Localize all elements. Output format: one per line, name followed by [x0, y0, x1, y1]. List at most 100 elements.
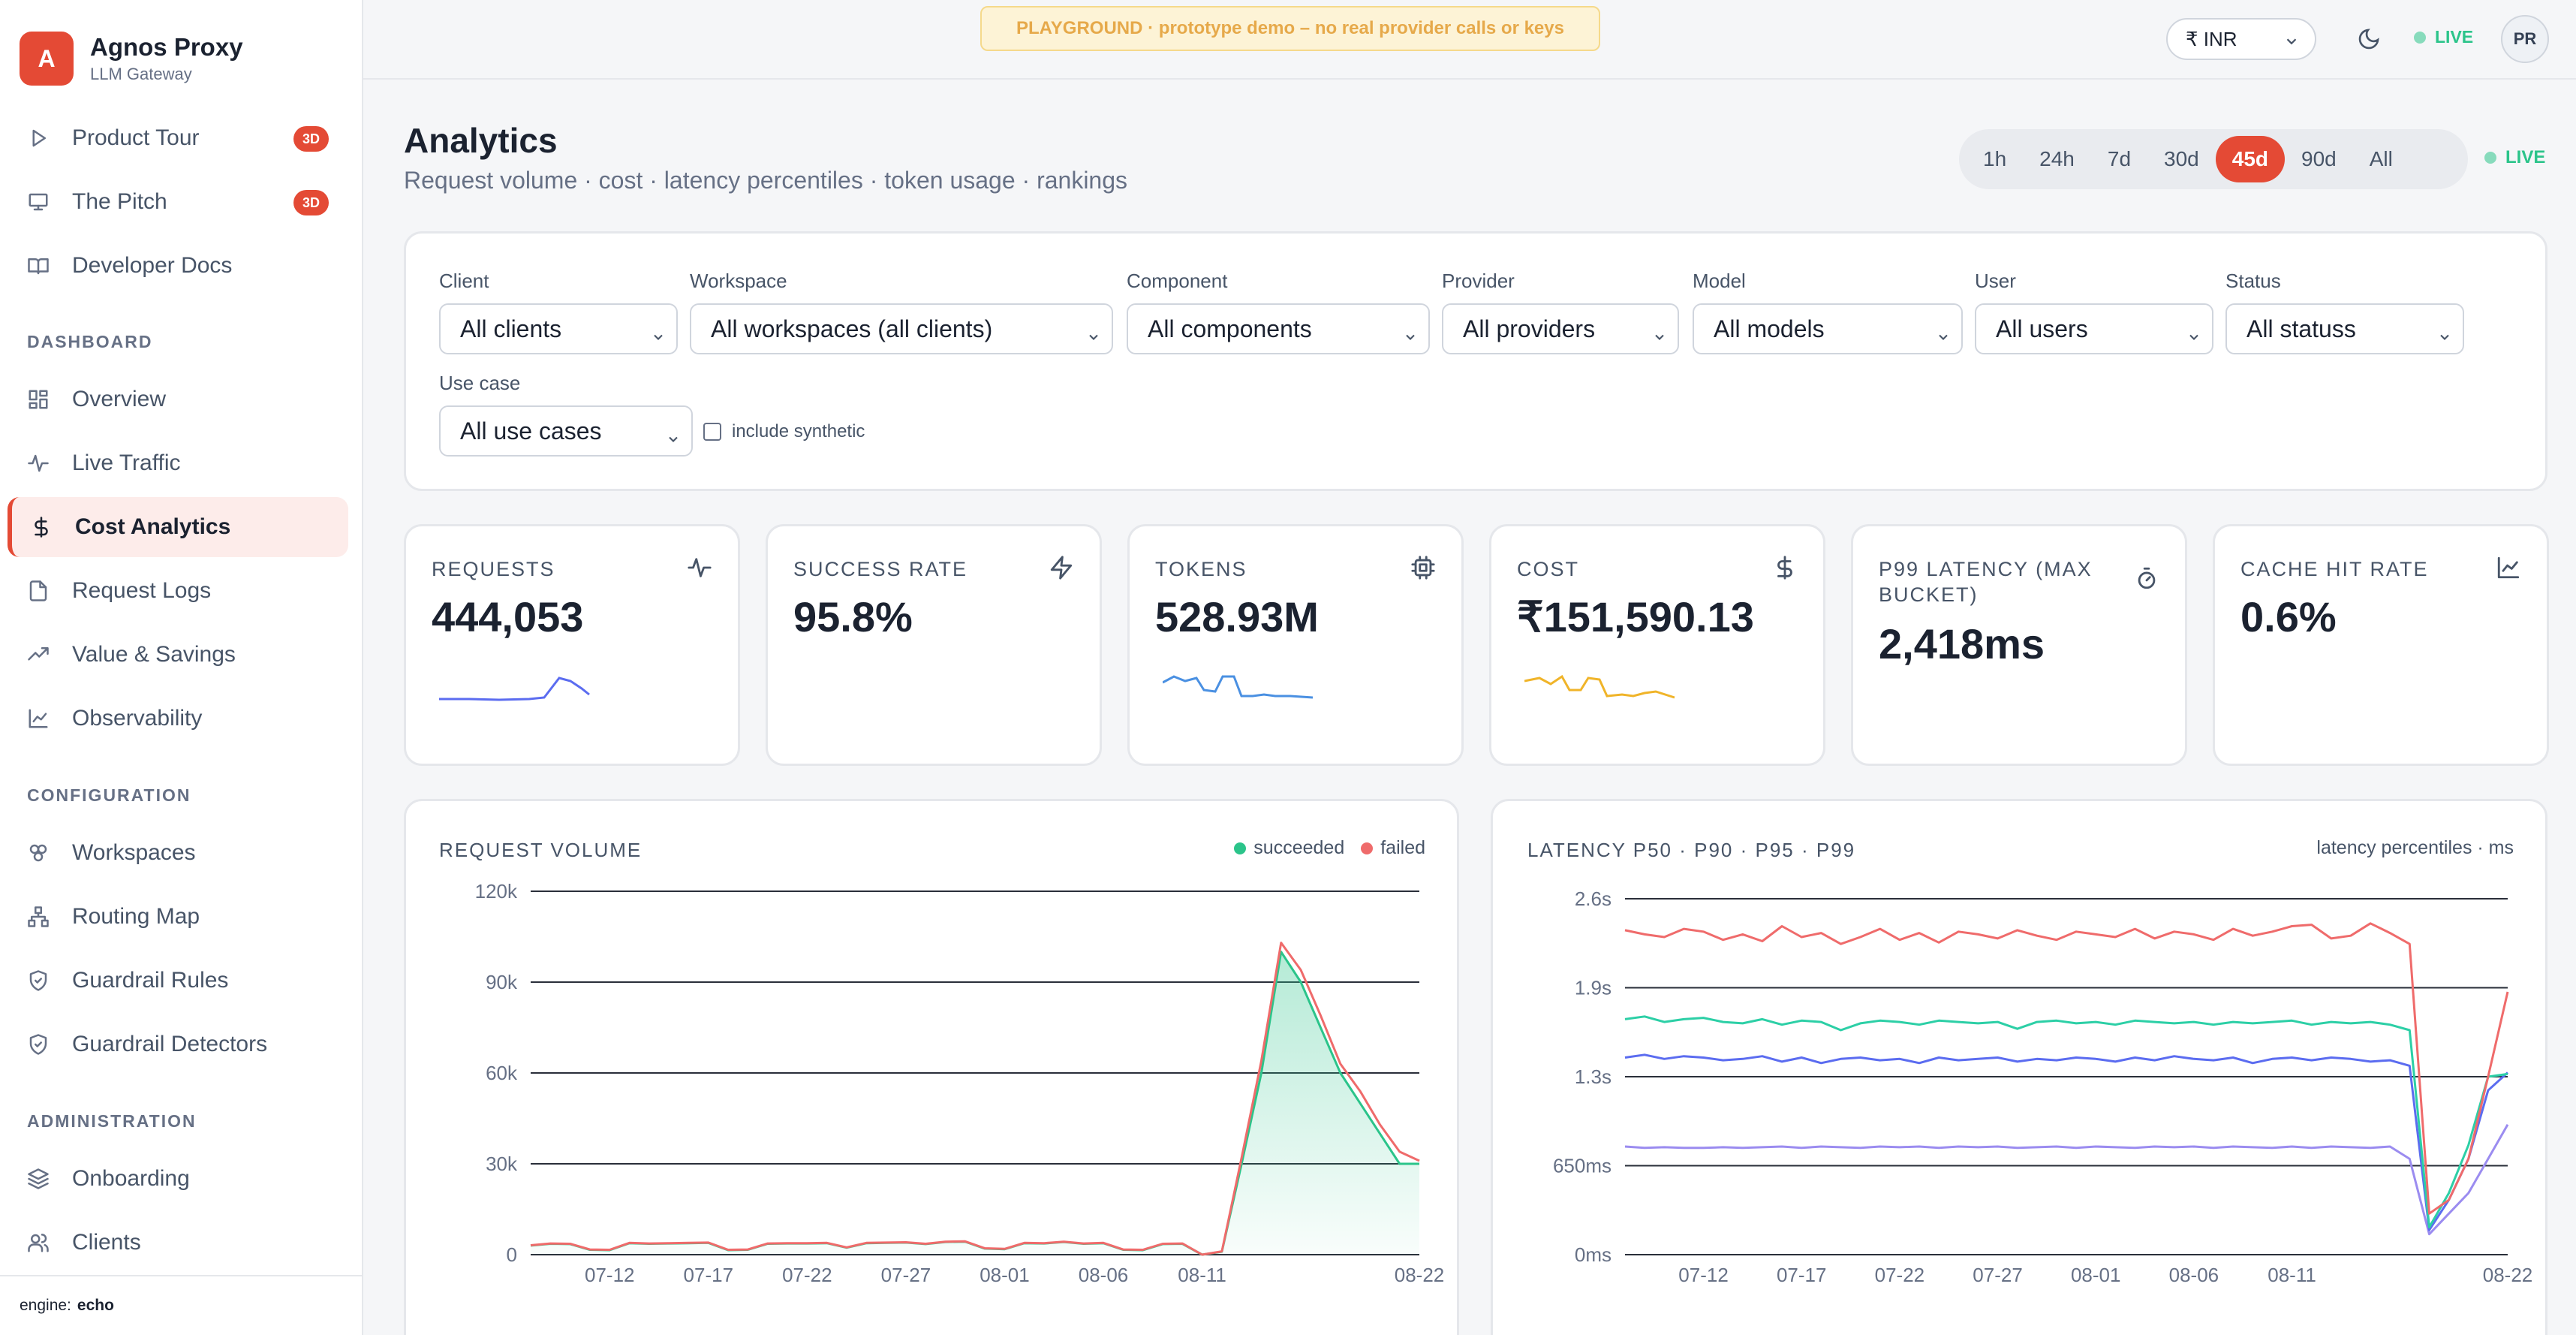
chevron-down-icon [1086, 323, 1101, 351]
select-value: All workspaces (all clients) [711, 315, 993, 342]
stat-value: 444,053 [432, 593, 584, 640]
component-select[interactable]: All components [1127, 303, 1430, 354]
provider-select[interactable]: All providers [1442, 303, 1679, 354]
legend-swatch [1361, 842, 1374, 854]
sidebar-item-onboarding[interactable]: Onboarding [8, 1149, 348, 1209]
section-heading-dashboard: DASHBOARD [27, 332, 153, 351]
range-all[interactable]: All [2369, 147, 2393, 170]
legend-swatch [1234, 842, 1247, 854]
currency-select[interactable]: ₹ INR [2166, 18, 2316, 60]
select-value: All components [1148, 315, 1312, 342]
chart-title: REQUEST VOLUME [439, 839, 642, 861]
x-tick-label: 08-01 [980, 1264, 1030, 1286]
stat-card-requests: REQUESTS 444,053 [404, 524, 740, 766]
brand[interactable]: A Agnos Proxy LLM Gateway [20, 32, 243, 86]
model-filter: Model All models [1693, 270, 1963, 354]
series-line-p1 [1624, 1053, 2509, 1231]
dollar-icon [30, 516, 53, 538]
sidebar-item-label: Product Tour [72, 125, 200, 150]
sidebar-item-request-logs[interactable]: Request Logs [8, 561, 348, 621]
sidebar-item-observability[interactable]: Observability [8, 689, 348, 749]
stat-label: TOKENS [1155, 558, 1247, 580]
sidebar-item-label: Clients [72, 1230, 141, 1255]
page-subtitle: Request volume · cost · latency percenti… [404, 167, 1128, 194]
zap-icon [1049, 555, 1074, 580]
filter-label: Use case [439, 372, 521, 394]
status-filter: Status All statuss [2225, 270, 2464, 354]
range-1h[interactable]: 1h [1983, 147, 2007, 170]
x-tick-label: 08-06 [2169, 1264, 2219, 1286]
sidebar-item-the-pitch[interactable]: The Pitch 3D [8, 172, 348, 232]
requests-sparkline [439, 677, 590, 701]
x-tick-label: 07-12 [1678, 1264, 1729, 1286]
line-chart-icon [2496, 555, 2521, 580]
sidebar-item-workspaces[interactable]: Workspaces [8, 823, 348, 883]
include-synthetic-checkbox[interactable] [703, 423, 721, 441]
currency-value: ₹ INR [2186, 27, 2237, 50]
sidebar-item-guardrail-detectors[interactable]: Guardrail Detectors [8, 1014, 348, 1074]
x-tick-label: 07-22 [1875, 1264, 1925, 1286]
select-value: All users [1996, 315, 2088, 342]
stat-card-tokens: TOKENS 528.93M [1127, 524, 1464, 766]
range-90d[interactable]: 90d [2301, 147, 2337, 170]
use-case-select[interactable]: All use cases [439, 405, 693, 457]
stat-label: CACHE HIT RATE [2240, 558, 2429, 580]
sidebar-item-routing-map[interactable]: Routing Map [8, 887, 348, 947]
workspace-select[interactable]: All workspaces (all clients) [690, 303, 1113, 354]
series-line-failed [530, 942, 1420, 1256]
y-tick-label: 0ms [1575, 1243, 1612, 1266]
brand-name: Agnos Proxy [90, 33, 243, 61]
brand-subtitle: LLM Gateway [90, 65, 192, 83]
x-tick-label: 08-01 [2071, 1264, 2121, 1286]
x-tick-label: 08-22 [1395, 1264, 1445, 1286]
x-tick-label: 07-17 [1777, 1264, 1827, 1286]
y-tick-label: 90k [486, 971, 518, 993]
filter-label: Component [1127, 270, 1228, 292]
shield-check-icon [27, 1033, 50, 1056]
latency-chart: 0ms 650ms 1.3s 1.9s 2.6s 07-12 07-17 07-22 07-27… [1553, 887, 2533, 1286]
live-label: LIVE [2435, 27, 2474, 47]
range-24h[interactable]: 24h [2039, 147, 2075, 170]
include-synthetic-toggle[interactable]: include synthetic [703, 421, 865, 442]
stat-card-cache-hit-rate: CACHE HIT RATE 0.6% [2213, 524, 2549, 766]
boxes-icon [27, 842, 50, 864]
sidebar-item-label: Workspaces [72, 840, 196, 865]
cost-sparkline [1524, 674, 1675, 699]
shield-check-icon [27, 969, 50, 992]
x-tick-label: 07-22 [782, 1264, 832, 1286]
select-value: All use cases [460, 417, 602, 444]
engine-status: engine: echo [0, 1275, 363, 1335]
client-select[interactable]: All clients [439, 303, 678, 354]
model-select[interactable]: All models [1693, 303, 1963, 354]
chevron-down-icon [666, 425, 681, 453]
sidebar-item-clients[interactable]: Clients [8, 1213, 348, 1273]
status-select[interactable]: All statuss [2225, 303, 2464, 354]
dollar-icon [1772, 555, 1798, 580]
sidebar-item-guardrail-rules[interactable]: Guardrail Rules [8, 951, 348, 1011]
timer-icon [2134, 565, 2159, 591]
avatar[interactable]: PR [2501, 15, 2549, 63]
sidebar-item-overview[interactable]: Overview [8, 369, 348, 429]
tokens-sparkline [1163, 675, 1314, 699]
sidebar-item-cost-analytics[interactable]: Cost Analytics [8, 497, 348, 557]
y-tick-label: 30k [486, 1153, 518, 1175]
range-30d[interactable]: 30d [2164, 147, 2199, 170]
engine-label: engine: [20, 1297, 71, 1314]
x-tick-label: 08-22 [2483, 1264, 2533, 1286]
x-tick-label: 07-17 [684, 1264, 734, 1286]
user-select[interactable]: All users [1975, 303, 2213, 354]
theme-toggle-button[interactable] [2352, 23, 2385, 56]
sidebar-item-live-traffic[interactable]: Live Traffic [8, 433, 348, 493]
legend-item-succeeded: succeeded [1234, 837, 1344, 859]
range-45d[interactable]: 45d [2215, 136, 2285, 182]
sidebar-item-value-savings[interactable]: Value & Savings [8, 625, 348, 685]
live-indicator: LIVE [2484, 147, 2545, 168]
sidebar-item-developer-docs[interactable]: Developer Docs [8, 236, 348, 296]
range-7d[interactable]: 7d [2107, 147, 2132, 170]
live-label: LIVE [2505, 147, 2546, 167]
stat-value: 95.8% [793, 593, 913, 640]
select-value: All models [1714, 315, 1825, 342]
activity-icon [687, 555, 712, 580]
sidebar-item-label: The Pitch [72, 189, 167, 214]
sidebar-item-product-tour[interactable]: Product Tour 3D [8, 108, 348, 168]
